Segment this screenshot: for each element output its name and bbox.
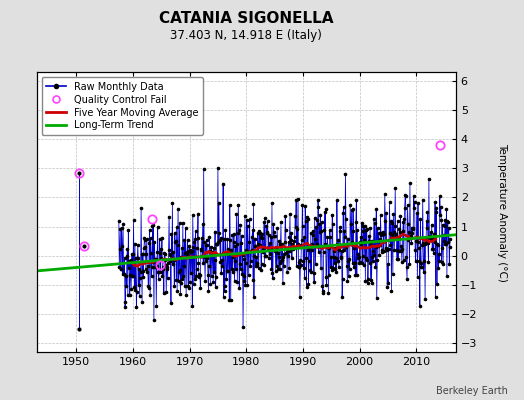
Text: 37.403 N, 14.918 E (Italy): 37.403 N, 14.918 E (Italy) [170, 29, 322, 42]
Y-axis label: Temperature Anomaly (°C): Temperature Anomaly (°C) [497, 142, 507, 282]
Legend: Raw Monthly Data, Quality Control Fail, Five Year Moving Average, Long-Term Tren: Raw Monthly Data, Quality Control Fail, … [41, 77, 203, 135]
Text: Berkeley Earth: Berkeley Earth [436, 386, 508, 396]
Text: CATANIA SIGONELLA: CATANIA SIGONELLA [159, 11, 334, 26]
